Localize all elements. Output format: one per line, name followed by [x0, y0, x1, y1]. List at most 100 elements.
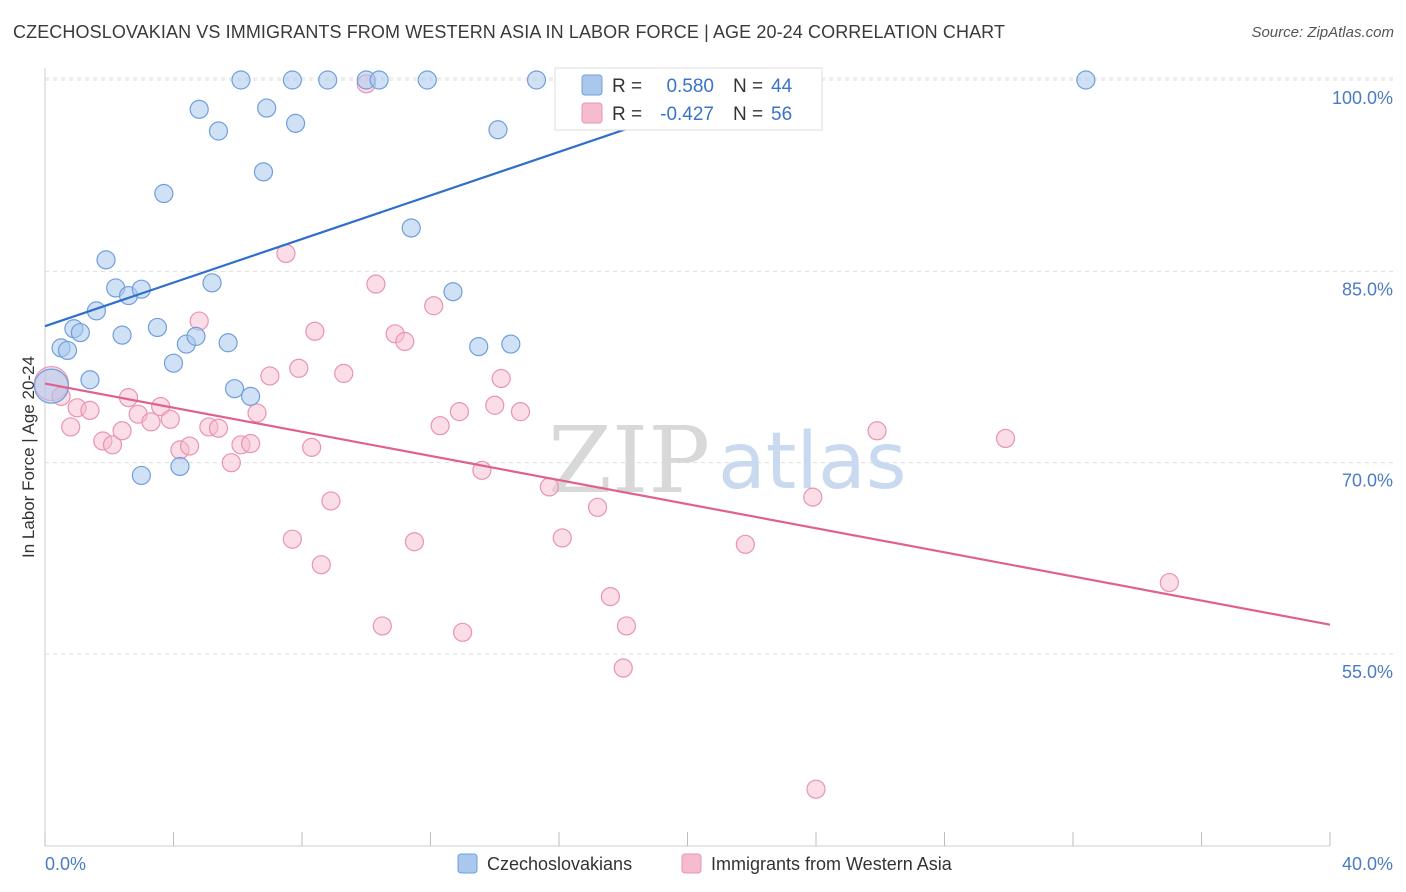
stats-pink-n-label: N =	[733, 104, 763, 125]
stats-blue-r-value: 0.580	[666, 76, 714, 97]
immigrants-western-asia-point	[311, 555, 331, 575]
czechoslovakians-point	[189, 99, 209, 119]
immigrants-western-asia-point	[334, 363, 354, 383]
immigrants-western-asia-point	[424, 296, 444, 316]
czechoslovakians-point	[224, 379, 245, 399]
y-tick-label: 100.0%	[1332, 88, 1393, 108]
legend-label-czechoslovakians: Czechoslovakians	[487, 854, 632, 874]
czechoslovakians-point	[241, 386, 261, 406]
legend: Czechoslovakians Immigrants from Western…	[457, 853, 953, 874]
legend-swatch-immigrants	[681, 853, 702, 874]
y-tick-label: 70.0%	[1342, 471, 1393, 491]
stats-pink-n-value: 56	[771, 104, 792, 125]
immigrants-western-asia-point	[260, 366, 280, 386]
czechoslovakians-point	[285, 113, 306, 133]
immigrants-western-asia-point	[305, 321, 325, 341]
immigrants-western-asia-point	[867, 421, 887, 441]
czechoslovakians-point	[253, 162, 274, 182]
czechoslovakians-point	[417, 70, 437, 90]
czechoslovakians-point	[80, 370, 100, 390]
immigrants-western-asia-point	[221, 453, 241, 473]
immigrants-western-asia-point	[453, 622, 473, 642]
czechoslovakians-point	[70, 322, 90, 343]
y-axis-label: In Labor Force | Age 20-24	[19, 356, 38, 558]
czechoslovakians-point	[202, 273, 222, 293]
immigrants-western-asia-point	[289, 358, 309, 378]
y-tick-labels: 55.0% 70.0% 85.0% 100.0%	[1332, 88, 1393, 682]
watermark-zip: ZIP	[548, 407, 710, 514]
czechoslovakians-point	[369, 70, 389, 90]
czechoslovakians-point	[318, 70, 338, 90]
x-tick-label-max: 40.0%	[1342, 854, 1393, 874]
immigrants-western-asia-point	[485, 395, 505, 415]
czechoslovakians-point	[218, 333, 238, 353]
czechoslovakians-point	[1076, 70, 1096, 90]
x-tick-label-min: 0.0%	[45, 854, 86, 874]
immigrants-western-asia-point	[995, 428, 1016, 449]
series-czechoslovakians-points	[33, 70, 1096, 486]
stats-blue-r-label: R =	[612, 76, 642, 97]
immigrants-western-asia-point	[372, 616, 392, 636]
czechoslovakians-point	[131, 279, 151, 299]
y-tick-label: 55.0%	[1342, 662, 1393, 682]
x-axis-ticks	[44, 832, 1331, 846]
immigrants-western-asia-point	[552, 528, 572, 548]
czechoslovakians-point	[186, 326, 206, 346]
czechoslovakians-point	[282, 70, 302, 90]
stats-pink-r-value: -0.427	[660, 104, 714, 125]
legend-label-immigrants: Immigrants from Western Asia	[711, 854, 953, 874]
stats-blue-swatch	[581, 74, 603, 96]
immigrants-western-asia-point	[112, 421, 132, 441]
czechoslovakians-point	[96, 250, 116, 270]
immigrants-western-asia-point	[600, 586, 621, 607]
stats-pink-r-label: R =	[612, 104, 642, 125]
chart-source: Source: ZipAtlas.com	[1251, 24, 1394, 41]
immigrants-western-asia-point	[102, 435, 123, 455]
immigrants-western-asia-point	[735, 534, 755, 554]
immigrants-western-asia-point	[510, 402, 531, 422]
czechoslovakians-point	[131, 465, 151, 486]
czechoslovakians-point	[154, 183, 174, 204]
immigrants-western-asia-point	[430, 416, 450, 436]
czechoslovakians-point	[33, 368, 70, 404]
immigrants-western-asia-point	[366, 274, 386, 294]
y-tick-label: 85.0%	[1342, 279, 1393, 299]
immigrants-western-asia-point	[616, 616, 637, 636]
immigrants-western-asia-point	[61, 417, 81, 437]
immigrants-western-asia-point	[80, 400, 100, 420]
immigrants-western-asia-point	[449, 402, 470, 422]
immigrants-western-asia-point	[806, 779, 826, 799]
immigrants-western-asia-point	[613, 658, 633, 678]
czechoslovakians-point	[443, 282, 463, 302]
czechoslovakians-point	[163, 353, 184, 373]
czechoslovakians-point	[257, 98, 277, 118]
stats-blue-n-label: N =	[733, 76, 763, 97]
legend-swatch-czechoslovakians	[457, 853, 478, 874]
immigrants-western-asia-point	[160, 409, 180, 429]
czechoslovakians-point	[170, 456, 190, 477]
immigrants-western-asia-point	[302, 437, 322, 457]
immigrants-western-asia-point	[587, 497, 608, 517]
immigrants-western-asia-point	[241, 433, 261, 454]
immigrants-western-asia-point	[539, 477, 559, 497]
czechoslovakians-point	[57, 340, 78, 361]
immigrants-western-asia-point	[491, 368, 511, 389]
czechoslovakians-point	[147, 317, 168, 338]
czechoslovakians-point	[401, 218, 421, 238]
trendline-immigrants-western-asia	[44, 382, 1331, 626]
czechoslovakians-point	[501, 334, 521, 354]
immigrants-western-asia-point	[179, 436, 200, 456]
czechoslovakians-point	[208, 121, 229, 141]
immigrants-western-asia-point	[282, 529, 302, 549]
stats-pink-swatch	[581, 102, 603, 124]
immigrants-western-asia-point	[803, 487, 823, 507]
immigrants-western-asia-point	[404, 532, 425, 552]
immigrants-western-asia-point	[208, 418, 229, 438]
immigrants-western-asia-point	[141, 412, 161, 432]
stats-blue-n-value: 44	[771, 76, 793, 97]
watermark: ZIP atlas	[548, 407, 907, 514]
czechoslovakians-point	[488, 120, 508, 140]
czechoslovakians-point	[231, 70, 251, 90]
chart-title: CZECHOSLOVAKIAN VS IMMIGRANTS FROM WESTE…	[13, 22, 1006, 42]
